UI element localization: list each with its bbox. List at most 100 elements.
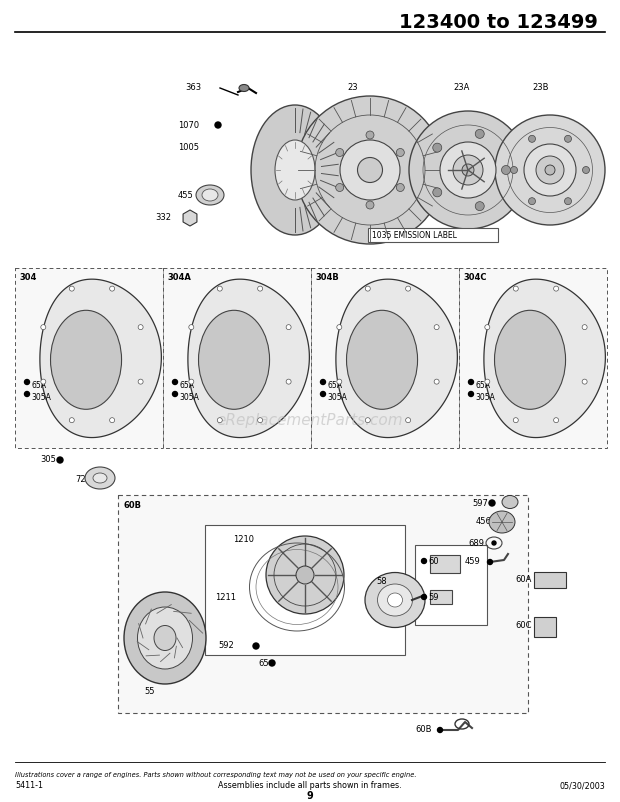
Text: 689: 689 <box>468 538 484 548</box>
Text: 60C: 60C <box>515 621 531 630</box>
Bar <box>368 228 498 242</box>
Ellipse shape <box>365 418 370 423</box>
Text: 05/30/2003: 05/30/2003 <box>559 781 605 791</box>
Ellipse shape <box>340 140 400 200</box>
Ellipse shape <box>138 607 192 669</box>
Text: 60A: 60A <box>515 576 531 585</box>
Ellipse shape <box>335 148 343 156</box>
Ellipse shape <box>358 157 383 183</box>
Text: 332: 332 <box>155 213 171 222</box>
Ellipse shape <box>124 592 206 684</box>
Text: 23A: 23A <box>453 83 469 92</box>
Ellipse shape <box>196 185 224 205</box>
Bar <box>534 572 566 588</box>
Text: Illustrations cover a range of engines. Parts shown without corresponding text m: Illustrations cover a range of engines. … <box>15 772 417 778</box>
Ellipse shape <box>583 167 590 173</box>
Ellipse shape <box>41 325 46 330</box>
Ellipse shape <box>502 496 518 508</box>
Ellipse shape <box>85 467 115 489</box>
Ellipse shape <box>434 379 439 384</box>
Text: 455: 455 <box>178 191 193 200</box>
Bar <box>163 268 311 448</box>
Text: 305A: 305A <box>31 394 51 403</box>
Text: 60: 60 <box>428 557 438 566</box>
Circle shape <box>269 660 275 666</box>
Ellipse shape <box>50 310 122 409</box>
Ellipse shape <box>545 165 555 175</box>
Ellipse shape <box>396 148 404 156</box>
Ellipse shape <box>286 325 291 330</box>
Ellipse shape <box>510 167 518 173</box>
Text: 59: 59 <box>428 593 438 602</box>
Ellipse shape <box>217 418 223 423</box>
Text: 1070: 1070 <box>178 120 199 129</box>
Ellipse shape <box>476 129 484 139</box>
Ellipse shape <box>189 379 194 384</box>
Text: Assemblies include all parts shown in frames.: Assemblies include all parts shown in fr… <box>218 781 402 791</box>
Text: 1035 EMISSION LABEL: 1035 EMISSION LABEL <box>372 230 457 240</box>
Text: 65A: 65A <box>31 382 46 391</box>
Text: 304B: 304B <box>315 273 339 282</box>
Text: 305A: 305A <box>327 394 347 403</box>
Polygon shape <box>336 279 458 438</box>
Ellipse shape <box>524 144 576 196</box>
Circle shape <box>25 391 30 396</box>
Ellipse shape <box>476 201 484 211</box>
Ellipse shape <box>536 156 564 184</box>
Ellipse shape <box>138 325 143 330</box>
Circle shape <box>321 391 326 396</box>
Ellipse shape <box>69 418 74 423</box>
Ellipse shape <box>564 197 572 205</box>
Text: 304A: 304A <box>167 273 191 282</box>
Polygon shape <box>40 279 161 438</box>
Circle shape <box>489 500 495 506</box>
Ellipse shape <box>239 84 249 91</box>
Ellipse shape <box>528 136 536 142</box>
Ellipse shape <box>110 418 115 423</box>
Polygon shape <box>188 279 309 438</box>
Circle shape <box>172 391 177 396</box>
Ellipse shape <box>554 286 559 291</box>
Ellipse shape <box>396 184 404 192</box>
Ellipse shape <box>564 136 572 142</box>
Ellipse shape <box>217 286 223 291</box>
Text: 60B: 60B <box>124 501 142 511</box>
Ellipse shape <box>337 379 342 384</box>
Ellipse shape <box>202 189 218 201</box>
Ellipse shape <box>258 286 263 291</box>
Circle shape <box>422 558 427 564</box>
Ellipse shape <box>462 164 474 176</box>
Text: 1210: 1210 <box>233 536 254 545</box>
Text: 305: 305 <box>40 456 56 464</box>
Text: 5411-1: 5411-1 <box>15 781 43 791</box>
Bar <box>311 268 459 448</box>
Ellipse shape <box>365 286 370 291</box>
Circle shape <box>487 560 492 565</box>
Circle shape <box>215 122 221 128</box>
Ellipse shape <box>485 325 490 330</box>
Text: 459: 459 <box>465 557 480 566</box>
Ellipse shape <box>138 379 143 384</box>
Ellipse shape <box>513 418 518 423</box>
Text: 58: 58 <box>376 577 387 586</box>
Ellipse shape <box>495 115 605 225</box>
Circle shape <box>469 379 474 384</box>
Ellipse shape <box>347 310 417 409</box>
Bar <box>118 495 528 713</box>
Ellipse shape <box>409 111 527 229</box>
Ellipse shape <box>502 165 510 175</box>
Ellipse shape <box>453 155 483 185</box>
Text: 9: 9 <box>307 791 313 801</box>
Text: 592: 592 <box>218 641 234 650</box>
Ellipse shape <box>405 286 410 291</box>
Text: 363: 363 <box>185 83 201 92</box>
Text: 597: 597 <box>472 499 488 508</box>
Ellipse shape <box>251 105 339 235</box>
Circle shape <box>25 379 30 384</box>
Text: 727: 727 <box>75 476 91 484</box>
Ellipse shape <box>495 310 565 409</box>
Circle shape <box>57 457 63 463</box>
Text: 456: 456 <box>476 516 492 525</box>
Ellipse shape <box>433 144 442 152</box>
Circle shape <box>469 391 474 396</box>
